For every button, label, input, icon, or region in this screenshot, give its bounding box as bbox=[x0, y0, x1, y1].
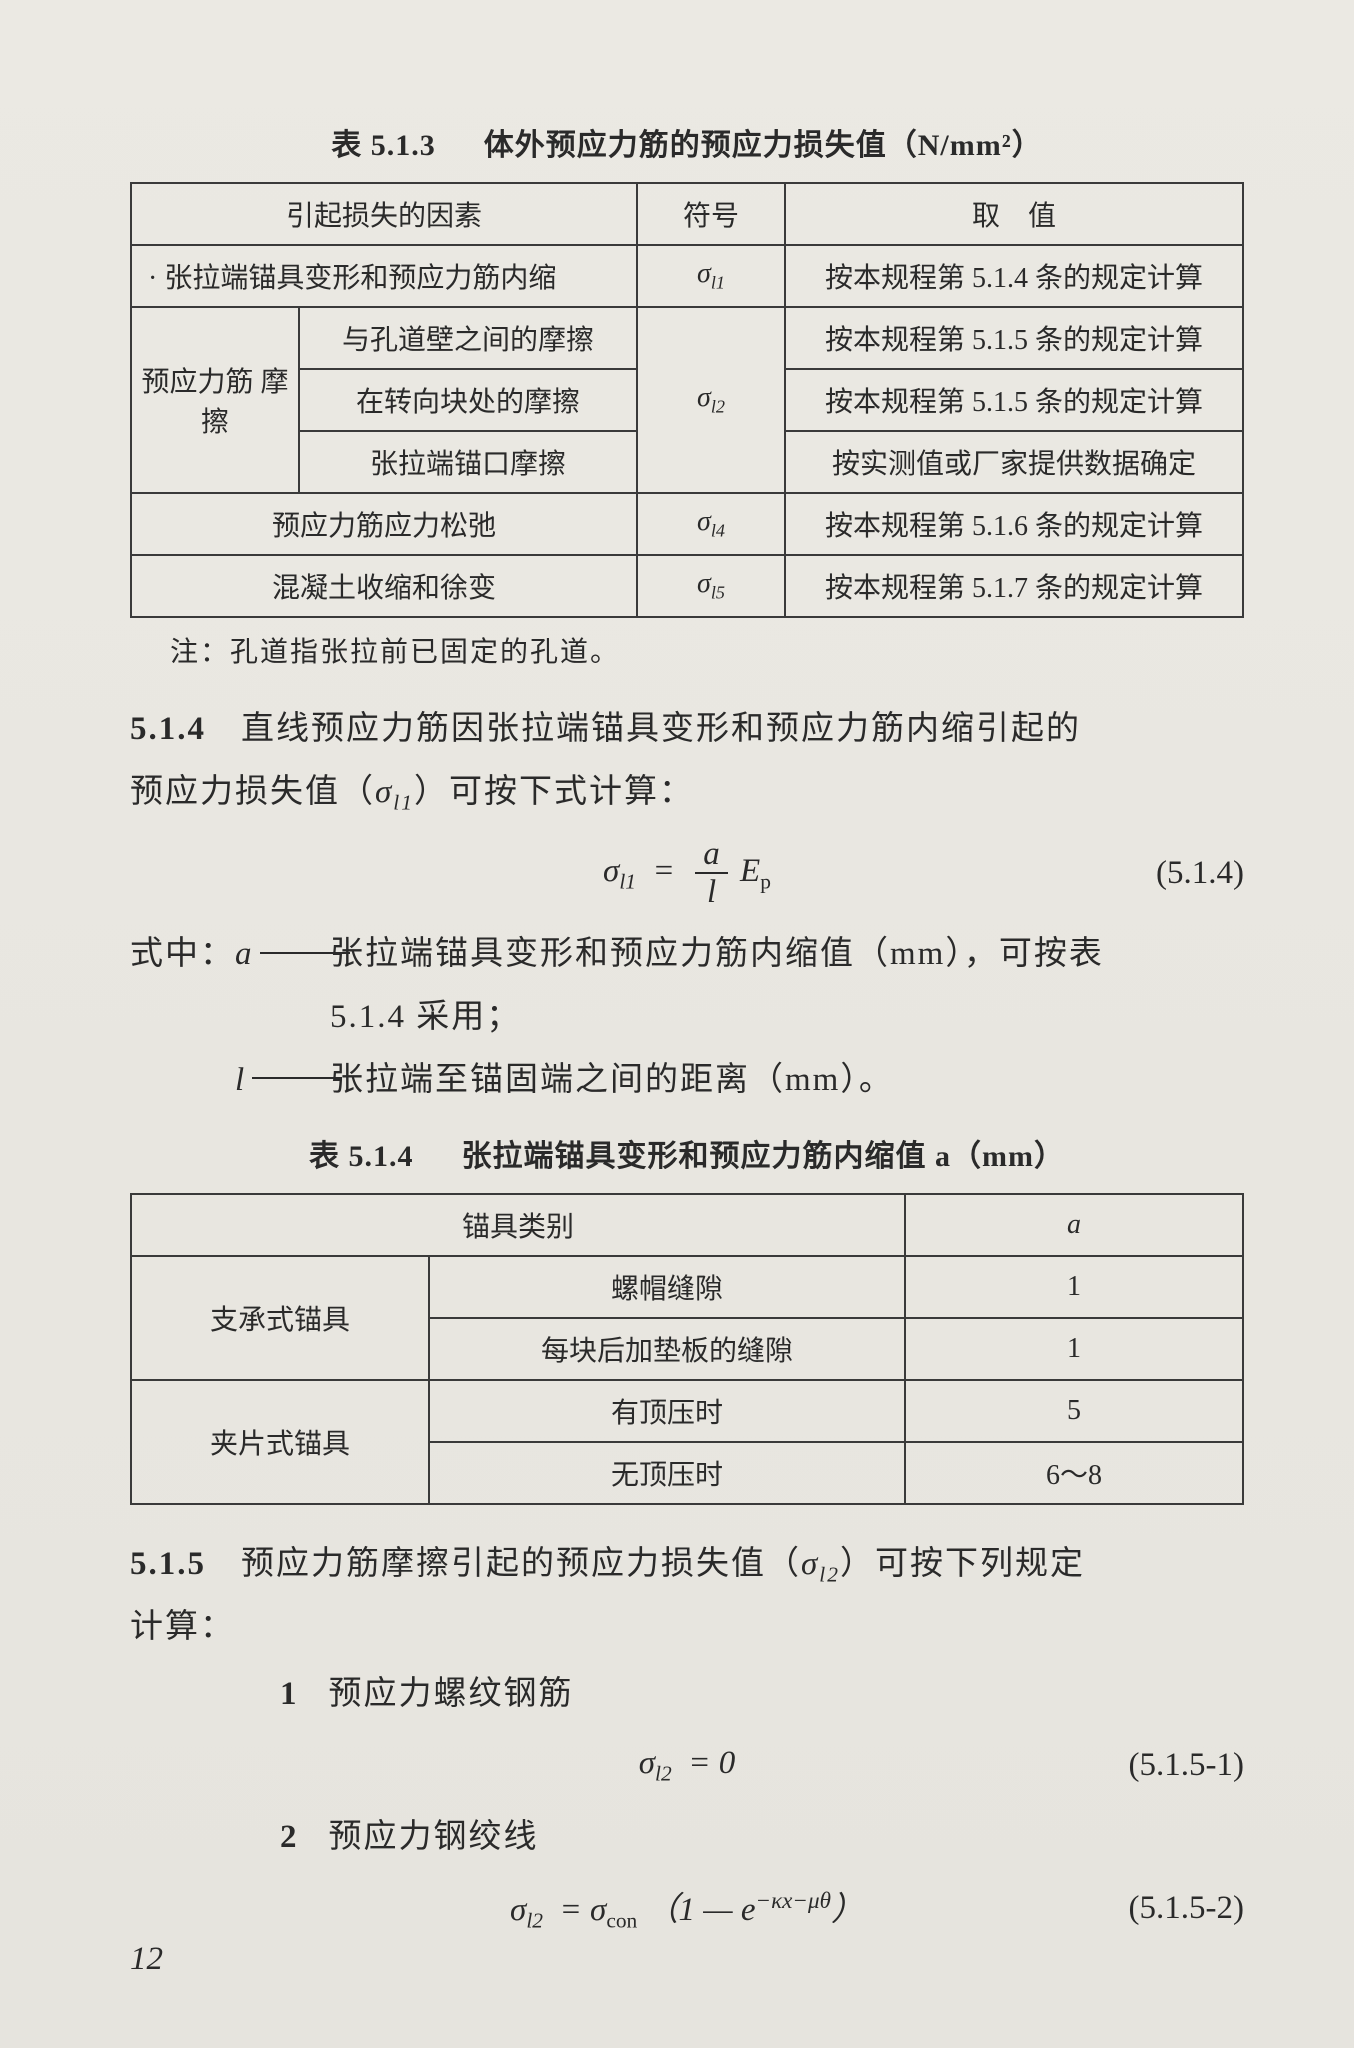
table-514-title-prefix: 表 5.1.4 bbox=[309, 1140, 414, 1173]
th-symbol: 符号 bbox=[637, 183, 785, 245]
cell: 1 bbox=[905, 1318, 1243, 1380]
cell-group: 支承式锚具 bbox=[131, 1256, 429, 1380]
section-514-para: 5.1.4 直线预应力筋因张拉端锚具变形和预应力筋内缩引起的 bbox=[130, 698, 1244, 761]
cell: 每块后加垫板的缝隙 bbox=[429, 1318, 905, 1380]
where-a-text2: 5.1.4 采用； bbox=[330, 986, 1244, 1049]
cell-symbol: σl2 bbox=[637, 307, 785, 493]
cell: · 张拉端锚具变形和预应力筋内缩 bbox=[131, 245, 637, 307]
cell: 按本规程第 5.1.5 条的规定计算 bbox=[785, 369, 1243, 431]
list-item-2: 2预应力钢绞线 bbox=[280, 1806, 1244, 1869]
where-l-text: 张拉端至锚固端之间的距离（mm）。 bbox=[330, 1049, 1244, 1112]
th-cause: 引起损失的因素 bbox=[131, 183, 637, 245]
table-513-title-prefix: 表 5.1.3 bbox=[331, 129, 436, 162]
cell: 无顶压时 bbox=[429, 1442, 905, 1504]
section-515-para: 5.1.5 预应力筋摩擦引起的预应力损失值（σl2）可按下列规定 bbox=[130, 1533, 1244, 1596]
section-514-head: 5.1.4 bbox=[130, 711, 206, 747]
equation-514-label: (5.1.4) bbox=[1156, 855, 1244, 892]
table-row: 预应力筋应力松弛 σl4 按本规程第 5.1.6 条的规定计算 bbox=[131, 493, 1243, 555]
cell-symbol: σl5 bbox=[637, 555, 785, 617]
equation-5151-label: (5.1.5-1) bbox=[1129, 1747, 1244, 1784]
equation-5152: σl2 = σcon （1 — e−κx−μθ） (5.1.5-2) bbox=[130, 1878, 1244, 1938]
cell-symbol: σl1 bbox=[637, 245, 785, 307]
table-513-title: 表 5.1.3 体外预应力筋的预应力损失值（N/mm²） bbox=[130, 120, 1244, 164]
table-514-title: 表 5.1.4 张拉端锚具变形和预应力筋内缩值 a（mm） bbox=[130, 1131, 1244, 1175]
equation-5152-label: (5.1.5-2) bbox=[1129, 1890, 1244, 1927]
table-514: 锚具类别 a 支承式锚具 螺帽缝隙 1 每块后加垫板的缝隙 1 夹片式锚具 有顶… bbox=[130, 1193, 1244, 1505]
cell: 5 bbox=[905, 1380, 1243, 1442]
table-513-note: 注：孔道指张拉前已固定的孔道。 bbox=[170, 630, 1244, 670]
cell: 预应力筋应力松弛 bbox=[131, 493, 637, 555]
cell: 按本规程第 5.1.4 条的规定计算 bbox=[785, 245, 1243, 307]
cell: 按本规程第 5.1.6 条的规定计算 bbox=[785, 493, 1243, 555]
cell-group: 预应力筋 摩擦 bbox=[131, 307, 299, 493]
th-type: 锚具类别 bbox=[131, 1194, 905, 1256]
table-513-title-text: 体外预应力筋的预应力损失值（N/mm²） bbox=[484, 129, 1043, 162]
section-515-head: 5.1.5 bbox=[130, 1546, 206, 1582]
table-row: 锚具类别 a bbox=[131, 1194, 1243, 1256]
th-a: a bbox=[905, 1194, 1243, 1256]
equation-5152-body: σl2 = σcon （1 — e−κx−μθ） bbox=[510, 1882, 864, 1934]
where-a-text: 张拉端锚具变形和预应力筋内缩值（mm），可按表 bbox=[330, 923, 1244, 986]
where-l-label: l bbox=[130, 1049, 330, 1112]
equation-514-body: σl1 = al Ep bbox=[603, 836, 771, 911]
page: 表 5.1.3 体外预应力筋的预应力损失值（N/mm²） 引起损失的因素 符号 … bbox=[0, 0, 1354, 2048]
cell: 在转向块处的摩擦 bbox=[299, 369, 637, 431]
section-514-para2: 预应力损失值（σl1）可按下式计算： bbox=[130, 761, 1244, 824]
cell-group: 夹片式锚具 bbox=[131, 1380, 429, 1504]
cell: 螺帽缝隙 bbox=[429, 1256, 905, 1318]
equation-514: σl1 = al Ep (5.1.4) bbox=[130, 833, 1244, 913]
table-row: 引起损失的因素 符号 取 值 bbox=[131, 183, 1243, 245]
cell: 与孔道壁之间的摩擦 bbox=[299, 307, 637, 369]
table-row: 支承式锚具 螺帽缝隙 1 bbox=[131, 1256, 1243, 1318]
cell: 按本规程第 5.1.7 条的规定计算 bbox=[785, 555, 1243, 617]
equation-5151-body: σl2 = 0 bbox=[639, 1745, 736, 1787]
th-value: 取 值 bbox=[785, 183, 1243, 245]
page-number: 12 bbox=[130, 1941, 163, 1978]
table-row: · 张拉端锚具变形和预应力筋内缩 σl1 按本规程第 5.1.4 条的规定计算 bbox=[131, 245, 1243, 307]
table-514-title-text: 张拉端锚具变形和预应力筋内缩值 a（mm） bbox=[462, 1140, 1065, 1173]
cell: 有顶压时 bbox=[429, 1380, 905, 1442]
cell: 张拉端锚口摩擦 bbox=[299, 431, 637, 493]
list-item-1: 1预应力螺纹钢筋 bbox=[280, 1663, 1244, 1726]
cell: 6～8 bbox=[905, 1442, 1243, 1504]
cell: 混凝土收缩和徐变 bbox=[131, 555, 637, 617]
cell-symbol: σl4 bbox=[637, 493, 785, 555]
table-row: 混凝土收缩和徐变 σl5 按本规程第 5.1.7 条的规定计算 bbox=[131, 555, 1243, 617]
cell: 按本规程第 5.1.5 条的规定计算 bbox=[785, 307, 1243, 369]
cell: 按实测值或厂家提供数据确定 bbox=[785, 431, 1243, 493]
cell: 1 bbox=[905, 1256, 1243, 1318]
where-label: 式中：a bbox=[130, 923, 330, 986]
table-row: 预应力筋 摩擦 与孔道壁之间的摩擦 σl2 按本规程第 5.1.5 条的规定计算 bbox=[131, 307, 1243, 369]
table-513: 引起损失的因素 符号 取 值 · 张拉端锚具变形和预应力筋内缩 σl1 按本规程… bbox=[130, 182, 1244, 618]
equation-5151: σl2 = 0 (5.1.5-1) bbox=[130, 1736, 1244, 1796]
where-block-514: 式中：a 张拉端锚具变形和预应力筋内缩值（mm），可按表 5.1.4 采用； l… bbox=[130, 923, 1244, 1111]
table-row: 夹片式锚具 有顶压时 5 bbox=[131, 1380, 1243, 1442]
section-515-para2: 计算： bbox=[130, 1596, 1244, 1659]
